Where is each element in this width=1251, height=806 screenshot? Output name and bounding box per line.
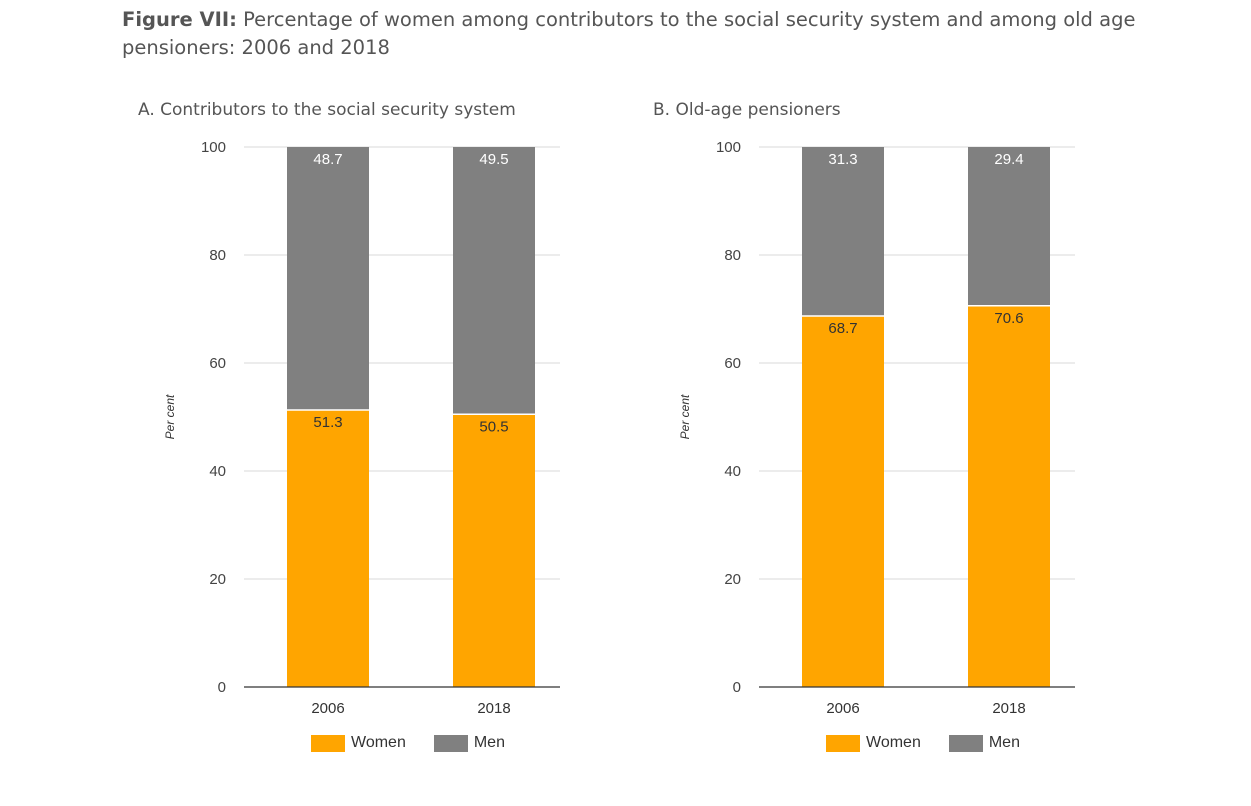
- y-tick-label: 80: [724, 247, 741, 264]
- bar-men-2018: [968, 147, 1050, 306]
- legend-item-women: Women: [826, 734, 921, 752]
- y-tick-label: 100: [716, 139, 741, 156]
- bar-women-2018: [453, 414, 535, 687]
- legend-swatch-women: [311, 734, 345, 752]
- figure-title: Figure VII: Percentage of women among co…: [122, 6, 1172, 62]
- legend-swatch-women: [826, 734, 860, 752]
- y-tick-label: 0: [218, 679, 226, 696]
- figure-title-lead: Figure VII:: [122, 8, 237, 31]
- y-tick-label: 60: [209, 355, 226, 372]
- legend-label-men: Men: [988, 734, 1020, 751]
- legend-swatch-men: [433, 734, 468, 752]
- y-axis-title: Per cent: [163, 394, 177, 439]
- data-label-men: 49.5: [479, 151, 508, 168]
- y-axis-title: Per cent: [678, 394, 692, 439]
- y-tick-label: 20: [209, 571, 226, 588]
- legend-label-men: Men: [473, 734, 505, 751]
- legend-label-women: Women: [866, 734, 921, 751]
- bar-women-2018: [968, 305, 1050, 687]
- chart-a-plot: 0 20 40 60 80 100 Per cent 51.3 48.7 2006 50.5 49.5…: [163, 139, 560, 717]
- y-tick-label: 40: [209, 463, 226, 480]
- data-label-women: 50.5: [479, 418, 508, 435]
- legend-swatch-men: [948, 734, 983, 752]
- data-label-men: 29.4: [994, 151, 1023, 168]
- chart-b-legend: Women Men: [826, 734, 1020, 752]
- data-label-women: 70.6: [994, 310, 1023, 327]
- chart-panel-a: A. Contributors to the social security s…: [0, 0, 560, 806]
- y-tick-label: 80: [209, 247, 226, 264]
- y-tick-label: 20: [724, 571, 741, 588]
- x-tick-label: 2018: [477, 700, 510, 717]
- chart-b-plot: 0 20 40 60 80 100 Per cent 68.7 31.3 2006 70.6 29.4…: [678, 139, 1075, 717]
- data-label-women: 51.3: [313, 414, 342, 431]
- figure-title-text: Percentage of women among contributors t…: [122, 8, 1136, 59]
- x-tick-label: 2006: [311, 700, 344, 717]
- y-tick-label: 60: [724, 355, 741, 372]
- y-tick-label: 100: [201, 139, 226, 156]
- data-label-women: 68.7: [828, 320, 857, 337]
- bar-men-2006: [287, 147, 369, 410]
- chart-a-legend: Women Men: [311, 734, 505, 752]
- bar-men-2006: [802, 147, 884, 317]
- data-label-men: 31.3: [828, 151, 857, 168]
- bar-men-2018: [453, 147, 535, 415]
- bar-women-2006: [287, 409, 369, 687]
- legend-label-women: Women: [351, 734, 406, 751]
- data-label-men: 48.7: [313, 151, 342, 168]
- legend-item-women: Women: [311, 734, 406, 752]
- y-tick-label: 40: [724, 463, 741, 480]
- chart-panel-b: B. Old-age pensioners 0 20 40 60 80 100 Per ce…: [515, 0, 1075, 806]
- panel-b-title: B. Old-age pensioners: [653, 100, 841, 120]
- y-tick-label: 0: [733, 679, 741, 696]
- x-tick-label: 2006: [826, 700, 859, 717]
- legend-item-men: Men: [433, 734, 505, 752]
- bar-women-2006: [802, 316, 884, 687]
- panel-a-title: A. Contributors to the social security s…: [138, 100, 516, 120]
- x-tick-label: 2018: [992, 700, 1025, 717]
- legend-item-men: Men: [948, 734, 1020, 752]
